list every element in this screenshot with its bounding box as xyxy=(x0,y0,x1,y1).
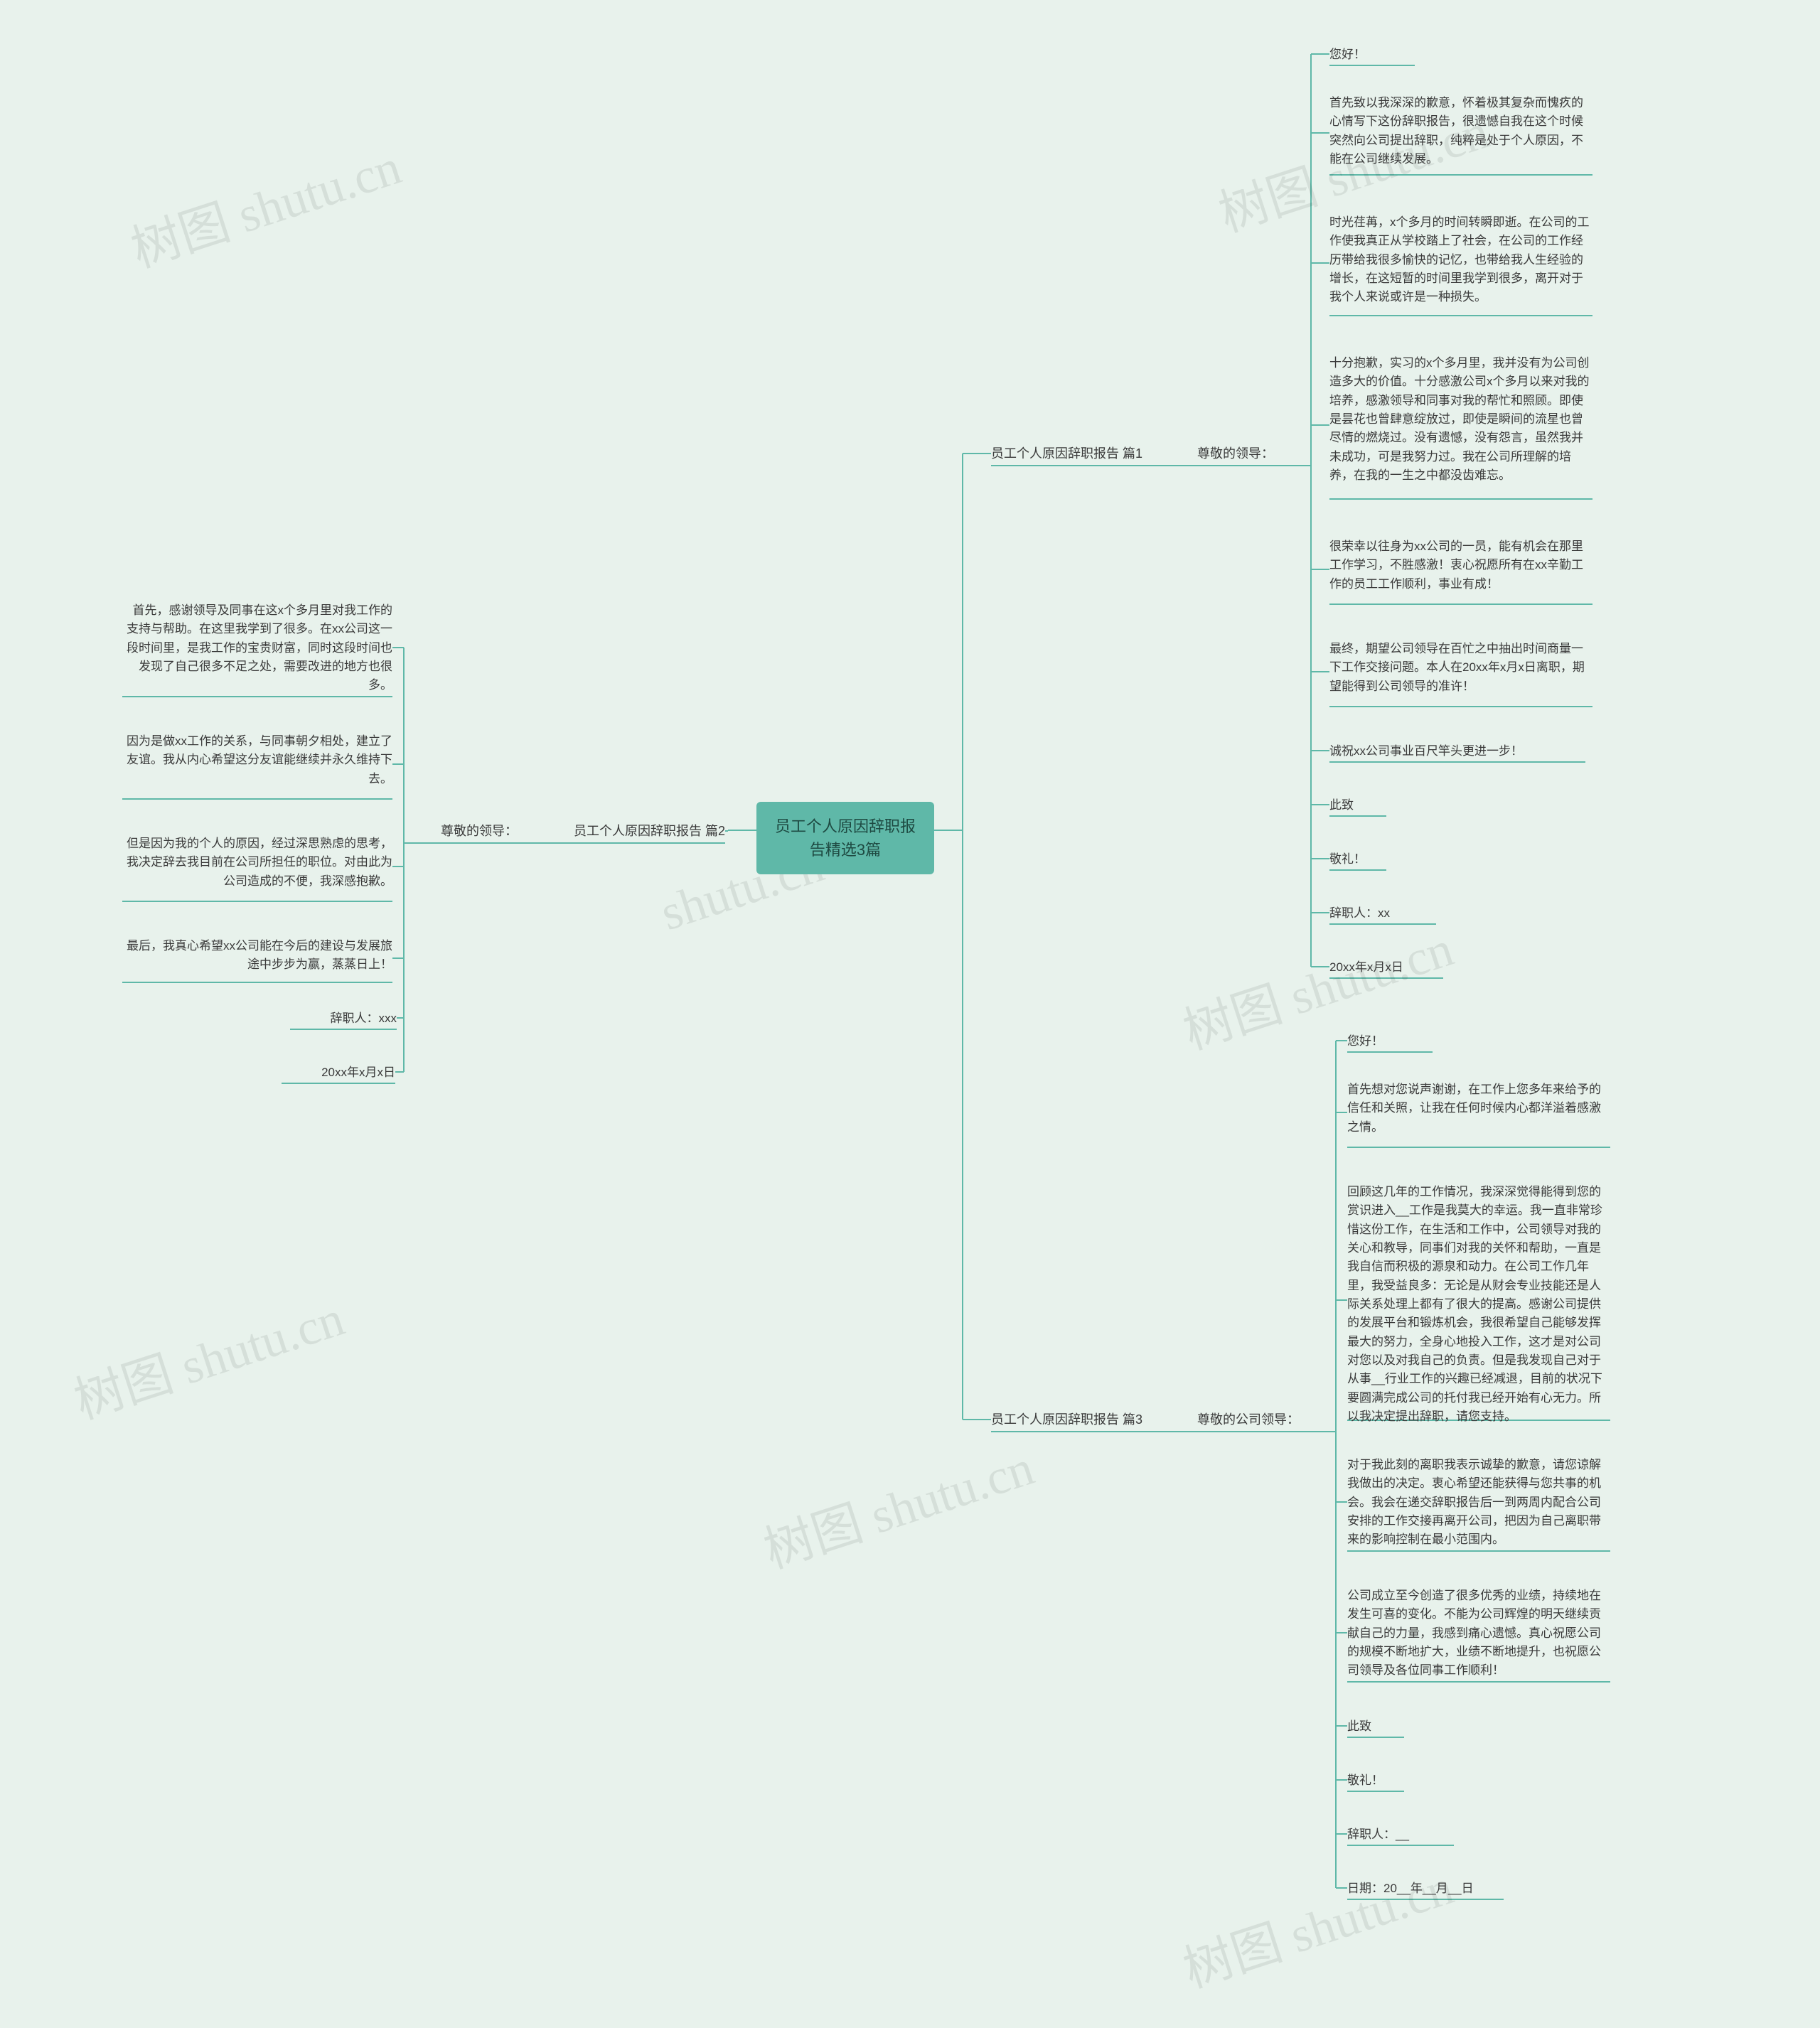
leaf-text: 您好！ xyxy=(1347,1032,1433,1051)
leaf-text: 十分抱歉，实习的x个多月里，我并没有为公司创造多大的价值。十分感激公司x个多月以… xyxy=(1329,354,1592,485)
leaf-text: 敬礼！ xyxy=(1347,1771,1404,1790)
leaf-text: 最终，期望公司领导在百忙之中抽出时间商量一下工作交接问题。本人在20xx年x月x… xyxy=(1329,640,1592,696)
leaf-text: 但是因为我的个人的原因，经过深思熟虑的思考，我决定辞去我目前在公司所担任的职位。… xyxy=(122,835,392,891)
leaf-text: 日期：20__年__月__日 xyxy=(1347,1879,1504,1898)
leaf-text: 诚祝xx公司事业百尺竿头更进一步！ xyxy=(1329,742,1585,761)
leaf-text: 20xx年x月x日 xyxy=(1329,958,1443,977)
sub-label[interactable]: 尊敬的领导： xyxy=(425,822,518,842)
sub-label[interactable]: 尊敬的公司领导： xyxy=(1197,1410,1315,1430)
branch-label[interactable]: 员工个人原因辞职报告 篇2 xyxy=(547,822,725,842)
leaf-text: 最后，我真心希望xx公司能在今后的建设与发展旅途中步步为赢，蒸蒸日上！ xyxy=(122,937,392,975)
leaf-text: 20xx年x月x日 xyxy=(282,1063,395,1082)
leaf-text: 对于我此刻的离职我表示诚挚的歉意，请您谅解我做出的决定。衷心希望还能获得与您共事… xyxy=(1347,1456,1610,1550)
leaf-text: 此致 xyxy=(1329,796,1386,815)
leaf-text: 回顾这几年的工作情况，我深深觉得能得到您的赏识进入__工作是我莫大的幸运。我一直… xyxy=(1347,1183,1610,1426)
leaf-text: 辞职人：xx xyxy=(1329,904,1436,923)
leaf-text: 公司成立至今创造了很多优秀的业绩，持续地在发生可喜的变化。不能为公司辉煌的明天继… xyxy=(1347,1587,1610,1680)
leaf-text: 首先，感谢领导及同事在这x个多月里对我工作的支持与帮助。在这里我学到了很多。在x… xyxy=(122,601,392,695)
leaf-text: 首先想对您说声谢谢，在工作上您多年来给予的信任和关照，让我在任何时候内心都洋溢着… xyxy=(1347,1080,1610,1137)
leaf-text: 辞职人：__ xyxy=(1347,1825,1454,1844)
leaf-text: 首先致以我深深的歉意，怀着极其复杂而愧疚的心情写下这份辞职报告，很遗憾自我在这个… xyxy=(1329,94,1592,168)
branch-label[interactable]: 员工个人原因辞职报告 篇3 xyxy=(991,1410,1169,1430)
center-node[interactable]: 员工个人原因辞职报告精选3篇 xyxy=(756,802,934,874)
leaf-text: 很荣幸以往身为xx公司的一员，能有机会在那里工作学习，不胜感激！衷心祝愿所有在x… xyxy=(1329,537,1592,594)
leaf-text: 您好！ xyxy=(1329,45,1415,64)
leaf-text: 敬礼！ xyxy=(1329,850,1386,869)
leaf-text: 辞职人：xxx xyxy=(290,1009,397,1028)
sub-label[interactable]: 尊敬的领导： xyxy=(1197,444,1290,464)
leaf-text: 因为是做xx工作的关系，与同事朝夕相处，建立了友谊。我从内心希望这分友谊能继续并… xyxy=(122,732,392,788)
branch-label[interactable]: 员工个人原因辞职报告 篇1 xyxy=(991,444,1169,464)
leaf-text: 时光荏苒，x个多月的时间转瞬即逝。在公司的工作使我真正从学校踏上了社会，在公司的… xyxy=(1329,213,1592,307)
leaf-text: 此致 xyxy=(1347,1717,1404,1736)
